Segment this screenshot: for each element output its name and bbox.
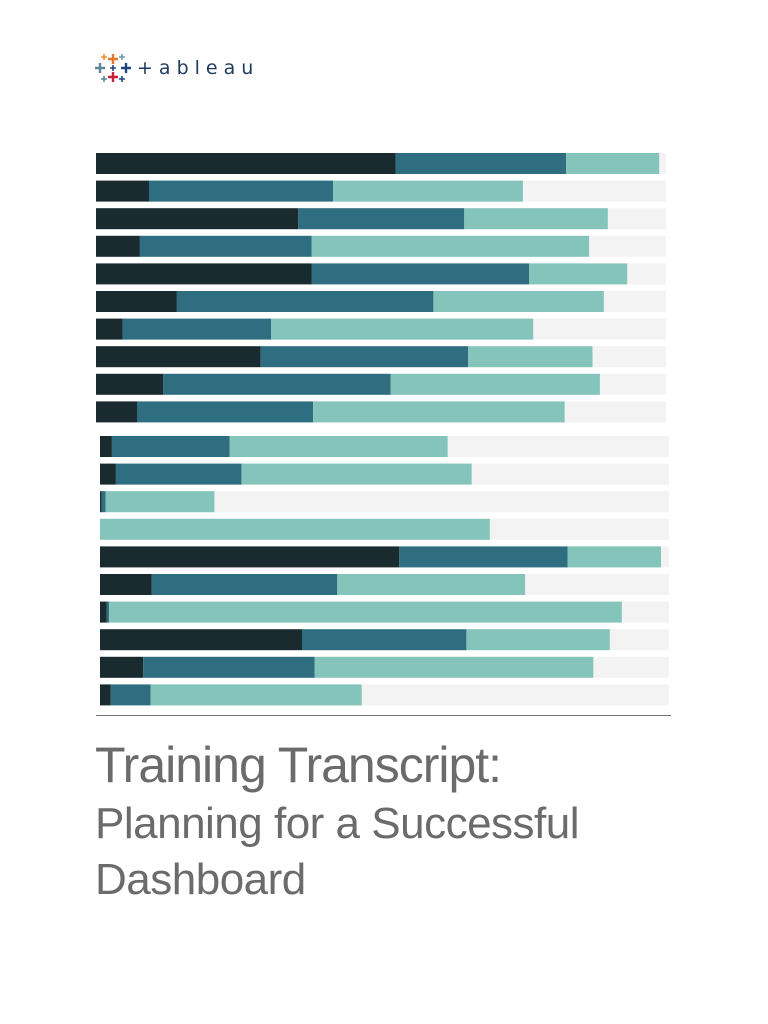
cover-divider xyxy=(96,715,671,716)
bar-segment-dark-2-6 xyxy=(100,574,152,595)
logo-wordmark: +ableau xyxy=(137,57,260,79)
bar-segment-mid-1-9 xyxy=(163,373,391,395)
bar-segment-light-2-7 xyxy=(109,601,622,623)
subtitle-line-2: Dashboard xyxy=(95,855,306,904)
bar-segment-dark-2-3 xyxy=(100,491,102,513)
bar-segment-light-2-3 xyxy=(105,491,215,513)
bar-segment-mid-1-1 xyxy=(395,153,567,174)
bar-segment-mid-1-8 xyxy=(260,346,469,368)
bar-track-2-7 xyxy=(100,601,669,623)
bar-segment-mid-2-6 xyxy=(151,574,338,595)
bar-segment-dark-1-1 xyxy=(96,153,396,174)
bar-segment-mid-2-8 xyxy=(302,629,467,651)
bar-segment-dark-2-10 xyxy=(100,684,111,706)
bar-segment-mid-2-7 xyxy=(106,601,110,623)
subtitle-line-1: Planning for a Successful xyxy=(95,799,580,848)
bar-track-1-7 xyxy=(96,318,666,340)
bar-segment-light-1-1 xyxy=(566,153,660,174)
bar-track-2-2 xyxy=(100,463,669,485)
bar-segment-dark-2-9 xyxy=(100,656,144,678)
bar-track-1-5 xyxy=(96,263,666,285)
decorative-stacked-bar-chart xyxy=(96,153,669,706)
page-title: Training Transcript: xyxy=(95,737,502,793)
bar-track-2-6 xyxy=(100,574,669,595)
bar-segment-light-1-2 xyxy=(333,180,523,202)
bar-segment-dark-1-2 xyxy=(96,180,149,202)
bar-segment-dark-1-5 xyxy=(96,263,312,285)
bar-segment-light-2-9 xyxy=(314,656,594,678)
bar-segment-light-2-10 xyxy=(150,684,362,706)
bar-track-2-8 xyxy=(100,629,669,651)
bar-track-2-5 xyxy=(100,546,669,568)
bar-track-1-8 xyxy=(96,346,666,368)
bar-segment-mid-1-3 xyxy=(298,208,465,230)
bar-track-1-1 xyxy=(96,153,666,174)
bar-segment-light-2-2 xyxy=(241,463,472,485)
bar-segment-mid-1-2 xyxy=(149,180,334,202)
tableau-logo: +ableau xyxy=(95,50,259,86)
bar-segment-mid-1-7 xyxy=(122,318,271,340)
bar-segment-light-1-4 xyxy=(311,235,590,257)
bar-track-1-9 xyxy=(96,373,666,395)
bar-segment-light-2-1 xyxy=(229,436,448,457)
bar-segment-dark-2-5 xyxy=(100,546,400,568)
bar-segment-light-1-9 xyxy=(390,373,600,395)
bar-segment-dark-1-4 xyxy=(96,235,140,257)
bar-segment-light-2-8 xyxy=(466,629,610,651)
bar-segment-dark-2-7 xyxy=(100,601,107,623)
bar-segment-dark-2-1 xyxy=(100,436,112,457)
bar-segment-dark-2-8 xyxy=(100,629,302,651)
bar-track-1-2 xyxy=(96,180,666,202)
bar-segment-dark-1-7 xyxy=(96,318,123,340)
bar-segment-light-1-5 xyxy=(529,263,628,285)
tableau-plus-icon xyxy=(95,54,131,82)
bar-segment-mid-2-5 xyxy=(399,546,568,568)
page-subtitle: Planning for a Successful Dashboard xyxy=(95,796,580,908)
bar-segment-dark-1-9 xyxy=(96,373,164,395)
bar-track-1-3 xyxy=(96,208,666,230)
bar-segment-mid-1-6 xyxy=(176,291,434,312)
bar-track-2-4 xyxy=(100,518,669,540)
bar-segment-dark-1-8 xyxy=(96,346,261,368)
bar-track-1-4 xyxy=(96,235,666,257)
bar-segment-mid-2-10 xyxy=(110,684,151,706)
bar-segment-light-2-6 xyxy=(337,574,526,595)
bar-track-2-3 xyxy=(100,491,669,513)
bar-segment-dark-1-6 xyxy=(96,291,177,312)
bar-segment-mid-2-1 xyxy=(111,436,230,457)
bar-segment-light-2-5 xyxy=(567,546,661,568)
bar-track-1-10 xyxy=(96,401,666,423)
bar-segment-light-2-4 xyxy=(100,518,490,540)
bar-segment-light-1-8 xyxy=(468,346,593,368)
bar-segment-mid-1-5 xyxy=(311,263,530,285)
bar-segment-light-1-3 xyxy=(464,208,608,230)
bar-segment-mid-2-3 xyxy=(101,491,106,513)
bar-segment-dark-2-2 xyxy=(100,463,116,485)
bar-segment-mid-1-4 xyxy=(139,235,312,257)
bar-segment-light-1-10 xyxy=(313,401,565,423)
bar-track-2-10 xyxy=(100,684,669,706)
bar-track-1-6 xyxy=(96,291,666,312)
bar-segment-dark-1-10 xyxy=(96,401,137,423)
bar-segment-dark-1-3 xyxy=(96,208,299,230)
bar-segment-mid-2-9 xyxy=(143,656,315,678)
bar-segment-mid-1-10 xyxy=(137,401,314,423)
bar-segment-light-1-6 xyxy=(433,291,604,312)
bar-track-2-1 xyxy=(100,436,669,457)
bar-segment-mid-2-2 xyxy=(115,463,242,485)
bar-track-2-9 xyxy=(100,656,669,678)
bar-segment-light-1-7 xyxy=(271,318,534,340)
